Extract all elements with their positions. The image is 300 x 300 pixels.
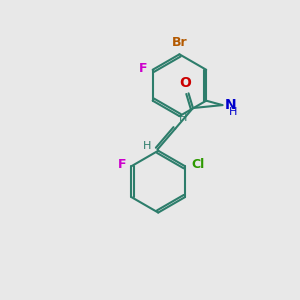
Text: N: N (224, 98, 236, 112)
Text: F: F (139, 62, 147, 75)
Text: Cl: Cl (191, 158, 204, 171)
Text: H: H (143, 141, 151, 151)
Text: H: H (229, 107, 237, 118)
Text: O: O (180, 76, 191, 90)
Text: F: F (118, 158, 126, 171)
Text: Br: Br (172, 36, 187, 49)
Text: H: H (178, 113, 187, 123)
